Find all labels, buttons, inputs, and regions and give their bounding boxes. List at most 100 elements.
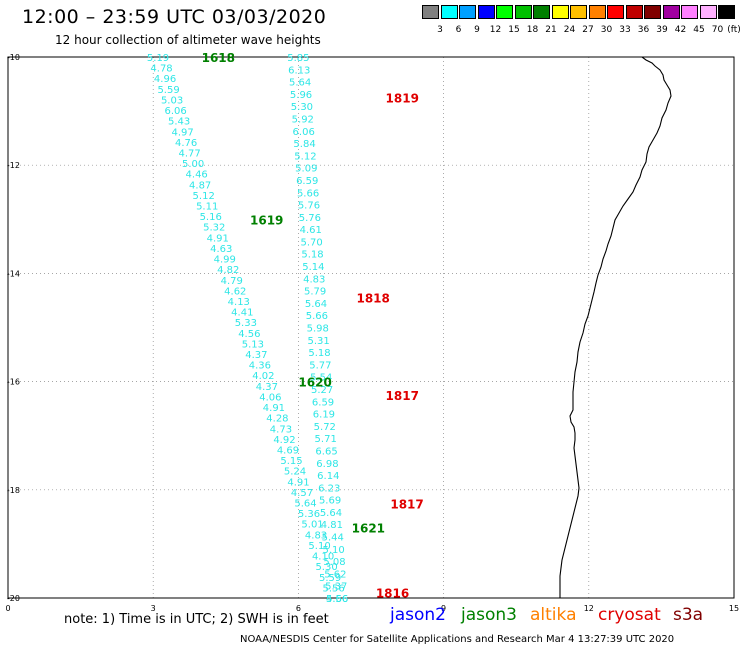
wave-height-value: 4.56	[238, 329, 260, 340]
wave-height-value: 6.06	[293, 127, 315, 138]
legend-swatch	[496, 5, 513, 19]
legend-swatch	[533, 5, 550, 19]
pass-labels: 1618 1819 1619 1818 1620 1817 1817 1621 1816	[202, 51, 424, 601]
legend-label: 21	[545, 25, 557, 35]
legend-swatch	[699, 5, 717, 19]
legend-swatch	[625, 5, 643, 19]
wave-height-value: 4.28	[266, 414, 288, 425]
wave-height-value: 5.77	[309, 360, 331, 371]
wave-height-value: 5.54	[310, 373, 332, 384]
wave-height-value: 4.37	[256, 382, 278, 393]
wave-height-value: 5.59	[157, 85, 179, 96]
wave-height-value: 4.99	[214, 255, 236, 266]
track-values: 5.194.784.965.595.036.065.434.974.764.77…	[147, 53, 348, 605]
wave-height-value: 5.85	[287, 53, 309, 64]
wave-height-value: 5.15	[280, 456, 302, 467]
legend-unit: (ft)	[727, 25, 740, 35]
satellite-jason2-label: jason2	[390, 605, 446, 625]
wave-height-value: 5.30	[291, 102, 313, 113]
x-tick-label: 6	[296, 604, 301, 613]
y-tick-label: -10	[7, 53, 20, 62]
legend-label: 30	[600, 25, 613, 35]
wave-height-value: 4.66	[326, 594, 348, 605]
wave-height-value: 4.87	[189, 180, 211, 191]
wave-height-value: 5.64	[294, 499, 316, 510]
legend-label: 70	[711, 25, 724, 35]
coastline	[559, 56, 672, 598]
legend-label: 27	[582, 25, 594, 35]
wave-height-value: 4.41	[231, 308, 253, 319]
wave-height-value: 4.36	[249, 361, 271, 372]
legend-swatch	[570, 5, 587, 19]
wave-height-value: 5.30	[315, 562, 337, 573]
wave-height-value: 6.59	[296, 176, 318, 187]
wave-height-value: 5.27	[311, 385, 333, 396]
wave-height-value: 5.64	[320, 508, 342, 519]
wave-height-value: 4.57	[291, 488, 313, 499]
wave-height-value: 5.72	[314, 422, 336, 433]
wave-height-value: 5.12	[193, 191, 215, 202]
wave-height-value: 6.65	[315, 446, 337, 457]
wave-height-value: 4.77	[179, 148, 201, 159]
wave-height-value: 4.10	[312, 552, 334, 563]
x-tick-label: 12	[584, 604, 594, 613]
legend-label: 18	[526, 25, 539, 35]
wave-height-value: 4.78	[150, 64, 172, 75]
wave-height-value: 5.66	[306, 311, 328, 322]
wave-height-value: 6.59	[312, 397, 334, 408]
wave-height-value: 4.83	[305, 530, 327, 541]
legend-label: 45	[693, 25, 705, 35]
legend-label: 24	[563, 25, 576, 35]
satellite-cryosat-label: cryosat	[598, 605, 661, 625]
wave-height-value: 4.61	[300, 225, 322, 236]
wave-height-value: 5.96	[290, 90, 312, 101]
wave-height-value: 5.00	[182, 159, 204, 170]
wave-height-value: 4.83	[303, 274, 325, 285]
legend-label: 6	[455, 25, 462, 35]
wave-height-value: 4.96	[154, 74, 176, 85]
wave-height-value: 5.10	[308, 541, 330, 552]
legend-label: 12	[489, 25, 502, 35]
x-tick-label: 15	[729, 604, 739, 613]
wave-height-value: 5.37	[325, 582, 347, 593]
x-tick-label: 0	[5, 604, 10, 613]
wave-height-value: 5.09	[295, 164, 317, 175]
wave-height-value: 5.79	[304, 287, 326, 298]
wave-height-value: 6.13	[288, 65, 310, 76]
wave-height-value: 5.98	[307, 324, 329, 335]
map-title: 12:00 – 23:59 UTC 03/03/2020	[22, 6, 327, 28]
wave-height-value: 5.66	[297, 188, 319, 199]
wave-height-value: 4.82	[217, 265, 239, 276]
pass-id-label: 1618	[202, 51, 235, 65]
wave-height-value: 4.92	[273, 435, 295, 446]
legend-swatch	[607, 5, 624, 19]
pass-id-label: 1619	[250, 213, 283, 227]
wave-height-value: 5.19	[147, 53, 169, 64]
wave-height-value: 6.19	[313, 410, 335, 421]
y-tick-label: -12	[7, 161, 20, 170]
legend-label: 36	[637, 25, 650, 35]
legend-label: 33	[619, 25, 631, 35]
legend-swatch	[718, 5, 735, 19]
pass-id-label: 1817	[390, 497, 423, 511]
legend-swatch	[459, 5, 476, 19]
wave-height-value: 5.13	[242, 339, 264, 350]
legend-label: 42	[674, 25, 687, 35]
tick-labels: 0 3 6 9 12 15 -10 -12 -14 -16 -18 -20	[5, 53, 739, 613]
legend-swatch	[681, 5, 698, 19]
legend-swatch	[422, 5, 439, 19]
wave-height-value: 5.64	[305, 299, 327, 310]
wave-height-value: 4.97	[171, 127, 193, 138]
wave-height-value: 5.31	[308, 336, 330, 347]
pass-id-label: 1819	[386, 92, 419, 106]
wave-height-value: 5.03	[161, 95, 183, 106]
satellite-altika-label: altika	[530, 605, 577, 625]
wave-height-value: 4.63	[210, 244, 232, 255]
wave-height-value: 4.69	[277, 445, 299, 456]
legend-swatch	[644, 5, 661, 19]
satellite-s3a-label: s3a	[673, 605, 704, 625]
wave-height-value: 5.11	[196, 202, 218, 213]
wave-height-value: 5.01	[301, 520, 323, 531]
legend-swatch	[477, 5, 495, 19]
wave-height-value: 5.08	[323, 557, 345, 568]
